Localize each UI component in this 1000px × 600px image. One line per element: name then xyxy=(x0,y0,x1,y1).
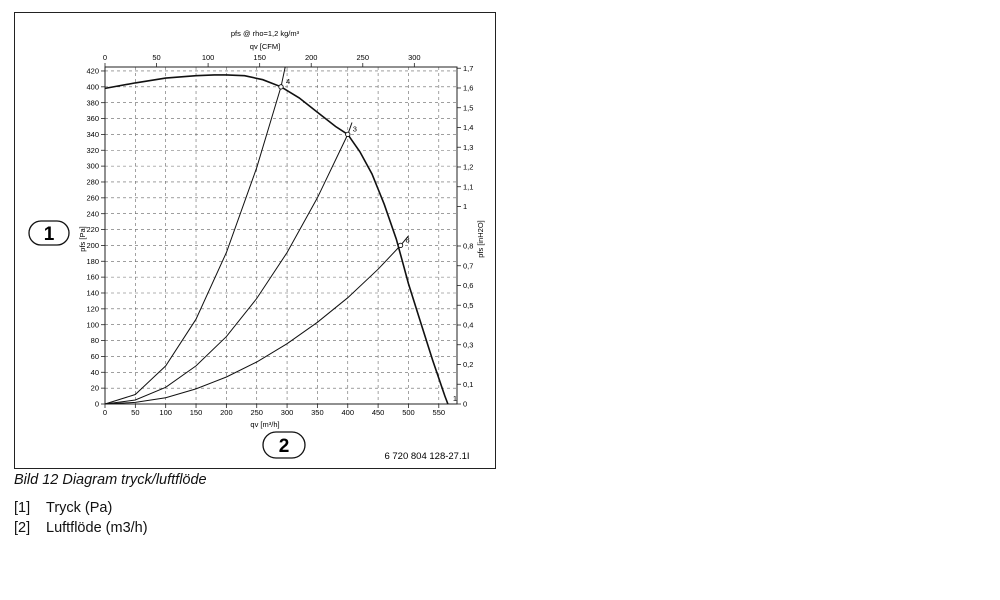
operating-point xyxy=(397,242,404,249)
y-tick-label: 420 xyxy=(86,67,99,76)
right-tick-label: 1,5 xyxy=(463,103,473,112)
y-tick-label: 380 xyxy=(86,98,99,107)
right-tick-label: 0 xyxy=(463,400,467,409)
plot-border xyxy=(104,66,458,405)
operating-point xyxy=(345,131,351,138)
y-tick-label: 100 xyxy=(86,320,99,329)
top-axis-label: qv [CFM] xyxy=(250,42,280,51)
series-line xyxy=(104,66,286,405)
right-tick-label: 1,3 xyxy=(463,143,473,152)
right-axis-label: pfs [inH2O] xyxy=(476,220,485,258)
right-tick-label: 1,1 xyxy=(463,182,473,191)
legend-text: Luftflöde (m3/h) xyxy=(46,520,148,536)
legend-text: Tryck (Pa) xyxy=(46,500,113,516)
y-tick-label: 40 xyxy=(91,368,99,377)
y-tick-label: 400 xyxy=(86,82,99,91)
right-tick-label: 0,8 xyxy=(463,242,473,251)
marker-x-axis: 2 xyxy=(262,431,306,459)
top-tick-label: 150 xyxy=(253,53,266,62)
y-tick-label: 80 xyxy=(91,336,99,345)
marker-x-axis-badge xyxy=(262,431,306,459)
legend-item: [2] Luftflöde (m3/h) xyxy=(14,520,148,536)
y-tick-label: 280 xyxy=(86,178,99,187)
figure-caption: Bild 12 Diagram tryck/luftflöde xyxy=(14,472,207,488)
y-tick-label: 260 xyxy=(86,193,99,202)
right-tick-label: 0,5 xyxy=(463,301,473,310)
series-line xyxy=(104,235,409,405)
right-tick-label: 0,3 xyxy=(463,340,473,349)
y-tick-label: 240 xyxy=(86,209,99,218)
right-tick-label: 1,6 xyxy=(463,84,473,93)
y-tick-label: 160 xyxy=(86,273,99,282)
y-tick-label: 0 xyxy=(95,400,99,409)
legend-key: [2] xyxy=(14,520,31,536)
x-tick-label: 300 xyxy=(281,408,294,417)
y-tick-label: 300 xyxy=(86,162,99,171)
top-tick-label: 200 xyxy=(305,53,318,62)
x-tick-label: 400 xyxy=(342,408,355,417)
legend-key: [1] xyxy=(14,500,31,516)
marker-x-axis-label: 2 xyxy=(279,436,290,457)
y-axis-label: pfs [Pa] xyxy=(78,226,87,251)
x-tick-label: 0 xyxy=(103,408,107,417)
y-tick-label: 20 xyxy=(91,384,99,393)
right-tick-label: 1 xyxy=(463,202,467,211)
y-tick-label: 200 xyxy=(86,241,99,250)
top-tick-label: 300 xyxy=(408,53,421,62)
top-tick-label: 50 xyxy=(152,53,160,62)
x-tick-label: 450 xyxy=(372,408,385,417)
right-tick-label: 0,6 xyxy=(463,281,473,290)
y-tick-label: 360 xyxy=(86,114,99,123)
marker-y-axis-badge xyxy=(28,220,70,246)
y-tick-label: 180 xyxy=(86,257,99,266)
figure-frame: pfs @ rho=1,2 kg/m³ qv [CFM] qv [m³/h] p… xyxy=(14,12,496,469)
chart-title: pfs @ rho=1,2 kg/m³ xyxy=(231,29,300,38)
right-tick-label: 0,1 xyxy=(463,380,473,389)
x-tick-label: 500 xyxy=(402,408,415,417)
x-tick-label: 150 xyxy=(190,408,203,417)
right-tick-label: 0,4 xyxy=(463,321,473,330)
point-label: 8 xyxy=(406,235,410,244)
legend-item: [1] Tryck (Pa) xyxy=(14,500,112,516)
right-tick-label: 1,7 xyxy=(463,64,473,73)
right-tick-label: 0,2 xyxy=(463,360,473,369)
point-label: 1 xyxy=(453,394,457,403)
y-tick-label: 320 xyxy=(86,146,99,155)
marker-y-axis-label: 1 xyxy=(44,224,55,245)
y-tick-label: 120 xyxy=(86,304,99,313)
point-label: 4 xyxy=(286,77,290,86)
y-tick-label: 340 xyxy=(86,130,99,139)
series-line xyxy=(104,122,353,405)
plot-area: 0 50 100 150 200 250 300 350 400 450 500 5500204060… xyxy=(86,53,473,417)
operating-point xyxy=(278,84,284,90)
x-tick-label: 250 xyxy=(250,408,263,417)
y-tick-label: 220 xyxy=(86,225,99,234)
marker-y-axis: 1 xyxy=(28,220,70,246)
top-tick-label: 250 xyxy=(357,53,370,62)
x-tick-label: 50 xyxy=(131,408,139,417)
x-tick-label: 550 xyxy=(433,408,446,417)
point-label: 3 xyxy=(353,124,357,133)
x-tick-label: 100 xyxy=(159,408,172,417)
chart: pfs @ rho=1,2 kg/m³ qv [CFM] qv [m³/h] p… xyxy=(28,29,485,462)
right-tick-label: 0,7 xyxy=(463,261,473,270)
y-tick-label: 60 xyxy=(91,352,99,361)
right-tick-label: 1,2 xyxy=(463,163,473,172)
right-tick-label: 1,4 xyxy=(463,123,473,132)
x-axis-label: qv [m³/h] xyxy=(250,420,279,429)
top-tick-label: 100 xyxy=(202,53,215,62)
x-tick-label: 350 xyxy=(311,408,324,417)
x-tick-label: 200 xyxy=(220,408,233,417)
series-line xyxy=(104,74,449,405)
image-code: 6 720 804 128-27.1I xyxy=(384,451,469,462)
y-tick-label: 140 xyxy=(86,289,99,298)
top-tick-label: 0 xyxy=(103,53,107,62)
